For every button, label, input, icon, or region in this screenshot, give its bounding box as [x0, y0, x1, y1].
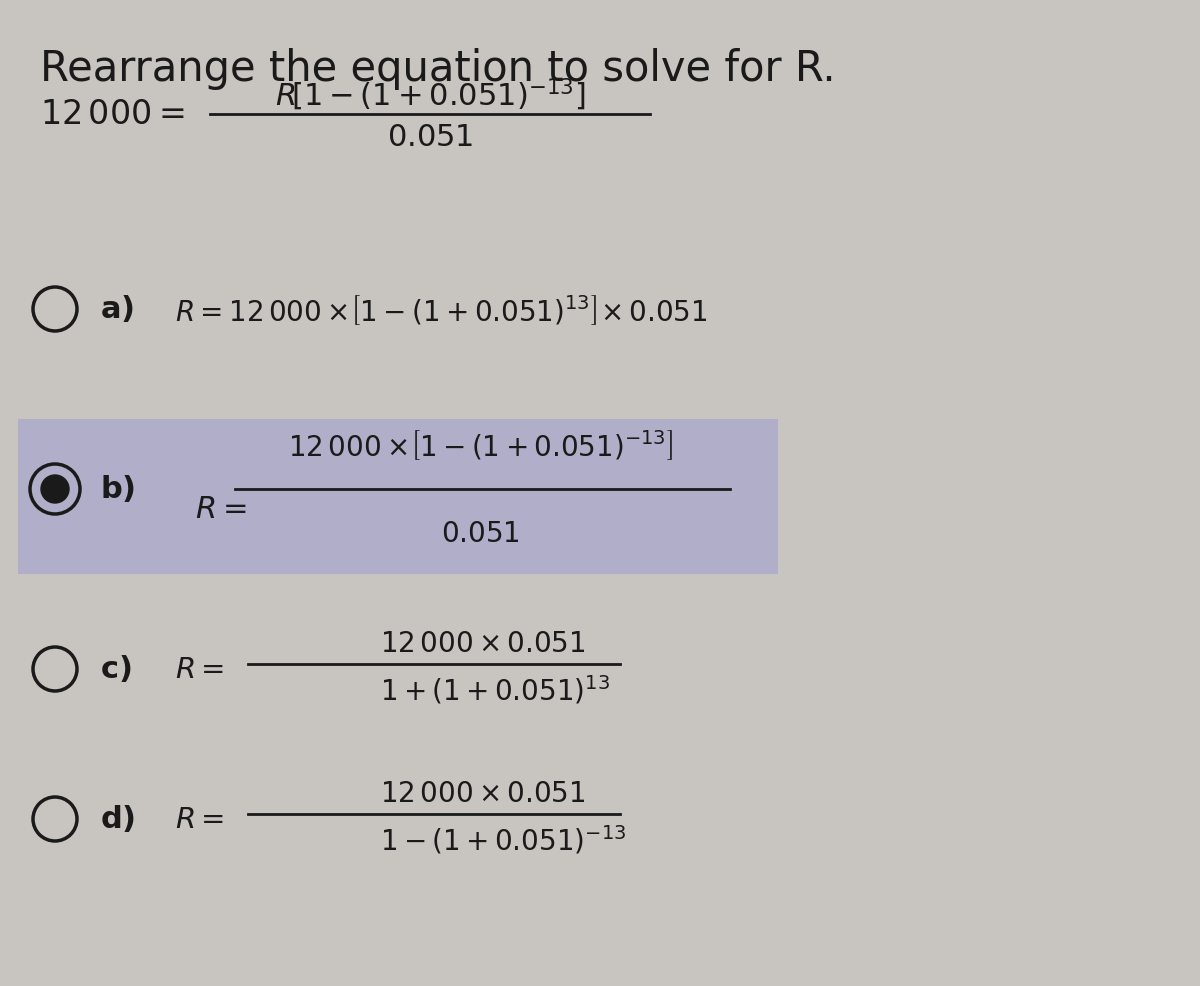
Text: $0.051$: $0.051$ [440, 521, 520, 548]
Text: $R =$: $R =$ [194, 494, 246, 525]
Circle shape [41, 475, 70, 504]
Text: $R =$: $R =$ [175, 656, 224, 683]
Text: $R = 12\,000 \times \!\left[1-(1+0.051)^{13}\right]\!\times 0.051$: $R = 12\,000 \times \!\left[1-(1+0.051)^… [175, 293, 708, 326]
Text: $12\,000 =$: $12\,000 =$ [40, 99, 185, 131]
Text: $1+(1+0.051)^{13}$: $1+(1+0.051)^{13}$ [380, 672, 610, 706]
FancyBboxPatch shape [18, 420, 778, 575]
Text: $12\,000 \times 0.051$: $12\,000 \times 0.051$ [380, 631, 586, 658]
Text: $0.051$: $0.051$ [386, 122, 473, 154]
Text: $\mathbf{d)}$: $\mathbf{d)}$ [100, 804, 136, 835]
Text: $1-(1+0.051)^{-13}$: $1-(1+0.051)^{-13}$ [380, 822, 626, 856]
Text: Rearrange the equation to solve for R.: Rearrange the equation to solve for R. [40, 48, 835, 90]
Text: $\mathbf{a)}$: $\mathbf{a)}$ [100, 294, 134, 325]
Text: $\mathbf{c)}$: $\mathbf{c)}$ [100, 654, 132, 685]
Text: $12\,000 \times 0.051$: $12\,000 \times 0.051$ [380, 781, 586, 808]
Text: $\mathbf{b)}$: $\mathbf{b)}$ [100, 474, 136, 505]
Text: $R\!\left[1-(1+0.051)^{-13}\right]$: $R\!\left[1-(1+0.051)^{-13}\right]$ [275, 77, 586, 113]
Text: $R =$: $R =$ [175, 806, 224, 833]
Text: $12\,000 \times \!\left[1-(1+0.051)^{-13}\right]$: $12\,000 \times \!\left[1-(1+0.051)^{-13… [288, 428, 672, 461]
